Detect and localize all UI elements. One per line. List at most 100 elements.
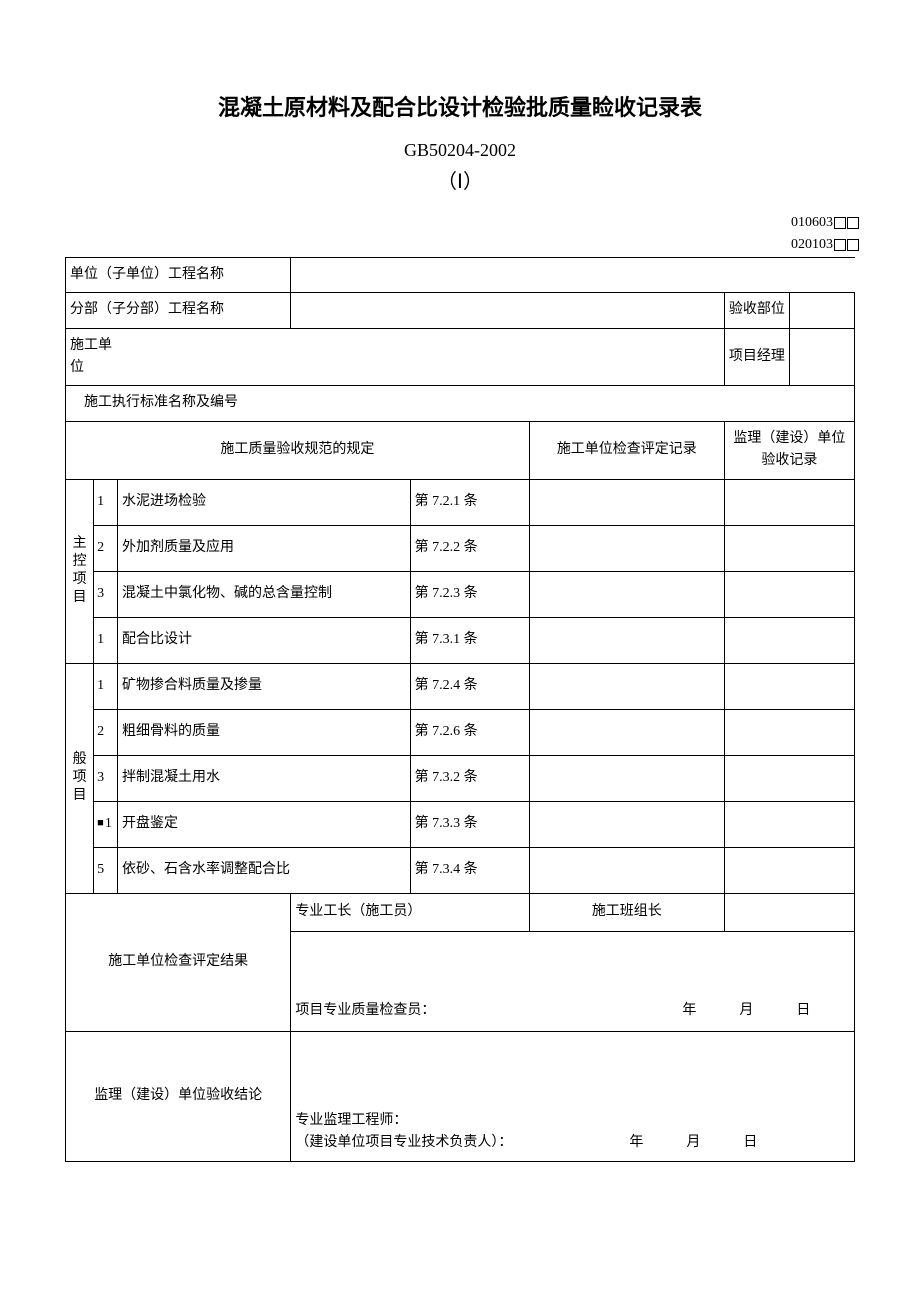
supervisor-record-header: 监理（建设）单位验收记录 [724,421,854,479]
table-row: 2 粗细骨料的质量 第 7.2.6 条 [66,709,855,755]
row-number: 2 [94,525,118,571]
inspector-label: 项目专业质量检查员： [295,1003,435,1018]
contractor-record-cell[interactable] [529,571,724,617]
inspection-item: 粗细骨料的质量 [118,709,411,755]
clause-ref: 第 7.3.4 条 [410,847,529,893]
pm-value[interactable] [789,328,854,386]
date-day: 日 [743,1135,757,1150]
inspection-item: 水泥进场检验 [118,479,411,525]
inspection-item: 拌制混凝土用水 [118,755,411,801]
clause-ref: 第 7.3.3 条 [410,801,529,847]
table-row: 主控项目 1 水泥进场检验 第 7.2.1 条 [66,479,855,525]
inspector-signature-cell[interactable]: 项目专业质量检查员： 年 月 日 [291,931,855,1031]
header-row-contractor: 施工单位 项目经理 [66,328,855,386]
checkbox-icon [847,217,859,229]
supervisor-record-cell[interactable] [724,479,854,525]
table-row: 3 混凝土中氯化物、碱的总含量控制 第 7.2.3 条 [66,571,855,617]
clause-ref: 第 7.2.6 条 [410,709,529,755]
subdivision-label: 分部（子分部）工程名称 [66,293,291,328]
contractor-record-cell[interactable] [529,801,724,847]
exec-standard-value[interactable] [291,386,855,421]
roman-numeral: （Ⅰ） [65,165,855,194]
contractor-record-cell[interactable] [529,847,724,893]
table-row: 般项目 1 矿物掺合料质量及掺量 第 7.2.4 条 [66,663,855,709]
clause-ref: 第 7.2.2 条 [410,525,529,571]
clause-ref: 第 7.2.4 条 [410,663,529,709]
supervisor-conclusion-label: 监理（建设）单位验收结论 [66,1031,291,1161]
supervisor-record-cell[interactable] [724,801,854,847]
row-number: 2 [94,709,118,755]
exec-standard-label: 施工执行标准名称及编号 [66,386,291,421]
acceptance-part-label: 验收部位 [724,293,789,328]
checkbox-icon [834,217,846,229]
table-row: 3 拌制混凝土用水 第 7.3.2 条 [66,755,855,801]
row-number: 1 [94,663,118,709]
supervisor-record-cell[interactable] [724,663,854,709]
row-number: ■1 [94,801,118,847]
supervisor-record-cell[interactable] [724,709,854,755]
contractor-value[interactable] [118,328,725,386]
contractor-result-label: 施工单位检查评定结果 [66,893,291,1031]
supervisor-record-cell[interactable] [724,571,854,617]
code-2: 020103 [791,237,833,252]
contractor-record-cell[interactable] [529,755,724,801]
foreman-label: 专业工长（施工员） [291,893,529,931]
supervisor-record-cell[interactable] [724,617,854,663]
header-row-unit: 单位（子单位）工程名称 [66,257,855,292]
row-number: 1 [94,479,118,525]
acceptance-part-value[interactable] [789,293,854,328]
inspection-item: 依砂、石含水率调整配合比 [118,847,411,893]
checkbox-icon [847,239,859,251]
row-number: 5 [94,847,118,893]
document-title: 混凝土原材料及配合比设计检验批质量睑收记录表 [65,90,855,122]
inspection-item: 外加剂质量及应用 [118,525,411,571]
row-number: 3 [94,755,118,801]
unit-project-label: 单位（子单位）工程名称 [66,257,291,292]
table-row: ■1 开盘鉴定 第 7.3.3 条 [66,801,855,847]
standard-code: GB50204-2002 [65,140,855,161]
column-header-row: 施工质量验收规范的规定 施工单位检查评定记录 监理（建设）单位验收记录 [66,421,855,479]
supervisor-signature-cell[interactable]: 专业监理工程师： （建设单位项目专业技术负责人）： 年 月 日 [291,1031,855,1161]
contractor-record-cell[interactable] [529,709,724,755]
clause-ref: 第 7.3.2 条 [410,755,529,801]
date-year: 年 [682,1003,696,1018]
clause-ref: 第 7.2.3 条 [410,571,529,617]
team-leader-value[interactable] [724,893,854,931]
spec-column-header: 施工质量验收规范的规定 [66,421,530,479]
inspection-item: 开盘鉴定 [118,801,411,847]
supervisor-record-cell[interactable] [724,847,854,893]
supervisor-conclusion-row: 监理（建设）单位验收结论 专业监理工程师： （建设单位项目专业技术负责人）： 年… [66,1031,855,1161]
code-1: 010603 [791,215,833,230]
checkbox-icon [834,239,846,251]
contractor-record-cell[interactable] [529,479,724,525]
team-leader-label: 施工班组长 [529,893,724,931]
contractor-record-cell[interactable] [529,663,724,709]
clause-ref: 第 7.3.1 条 [410,617,529,663]
date-day: 日 [796,1003,810,1018]
date-month: 月 [686,1135,700,1150]
inspection-table: 单位（子单位）工程名称 分部（子分部）工程名称 验收部位 施工单位 项目经理 施… [65,257,855,1162]
contractor-record-cell[interactable] [529,525,724,571]
engineer-label: 专业监理工程师： [295,1110,850,1132]
contractor-record-header: 施工单位检查评定记录 [529,421,724,479]
main-control-group-label: 主控项目 [66,479,94,663]
table-row: 2 外加剂质量及应用 第 7.2.2 条 [66,525,855,571]
supervisor-record-cell[interactable] [724,755,854,801]
pm-label: 项目经理 [724,328,789,386]
contractor-record-cell[interactable] [529,617,724,663]
document-codes: 010603 020103 [65,212,859,257]
header-row-subdivision: 分部（子分部）工程名称 验收部位 [66,293,855,328]
table-row: 5 依砂、石含水率调整配合比 第 7.3.4 条 [66,847,855,893]
clause-ref: 第 7.2.1 条 [410,479,529,525]
row-number: 3 [94,571,118,617]
subdivision-value[interactable] [291,293,724,328]
inspection-item: 矿物掺合料质量及掺量 [118,663,411,709]
date-month: 月 [739,1003,753,1018]
header-row-standard: 施工执行标准名称及编号 [66,386,855,421]
foreman-row: 施工单位检查评定结果 专业工长（施工员） 施工班组长 [66,893,855,931]
row-number: 1 [94,617,118,663]
table-row: 1 配合比设计 第 7.3.1 条 [66,617,855,663]
inspection-item: 混凝土中氯化物、碱的总含量控制 [118,571,411,617]
unit-project-value[interactable] [291,257,855,292]
supervisor-record-cell[interactable] [724,525,854,571]
